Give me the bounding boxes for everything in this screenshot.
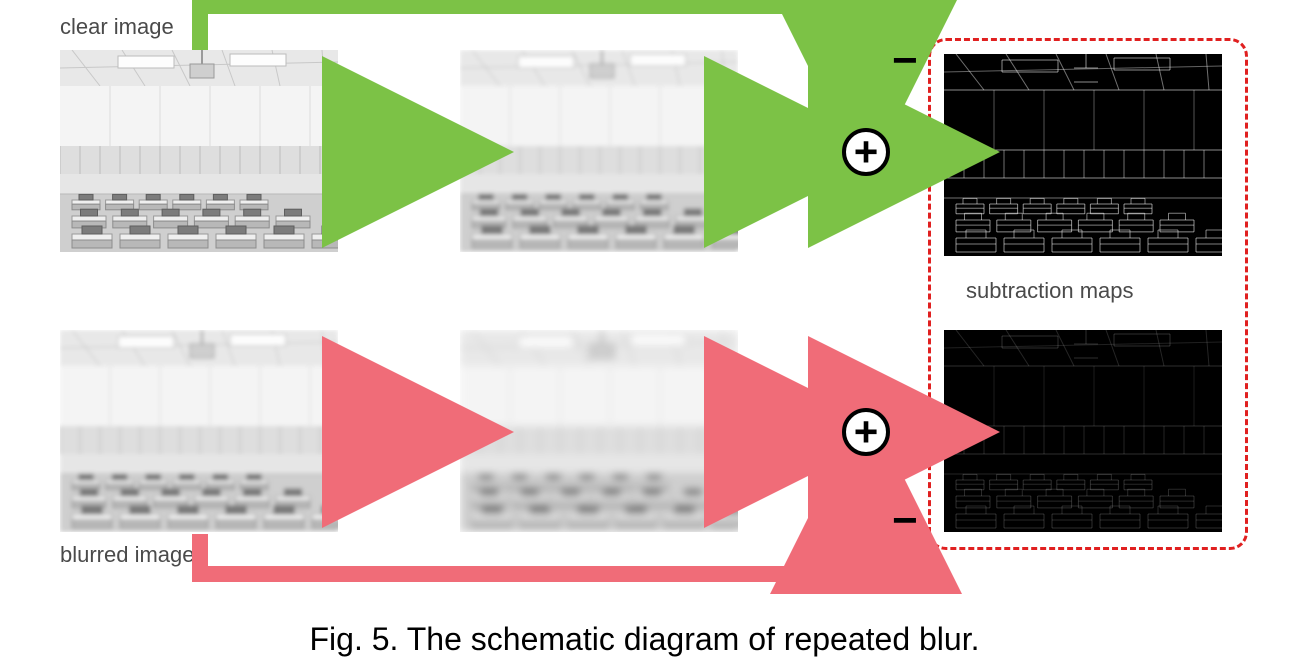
label-blurred-image: blurred image bbox=[60, 542, 195, 568]
image-subtraction-bottom bbox=[944, 330, 1222, 532]
image-blurred-twice bbox=[460, 330, 738, 532]
plus-operator-bottom: + bbox=[842, 408, 890, 456]
label-blur-bottom: blur bbox=[388, 390, 431, 421]
image-blurred-once-top bbox=[460, 50, 738, 252]
diagram-canvas: clear image blurred image subtraction ma… bbox=[0, 0, 1289, 670]
minus-sign-top: − bbox=[892, 36, 918, 86]
image-blurred bbox=[60, 330, 338, 532]
figure-caption: Fig. 5. The schematic diagram of repeate… bbox=[0, 621, 1289, 658]
label-blur-top: blur bbox=[388, 110, 431, 141]
image-clear bbox=[60, 50, 338, 252]
image-subtraction-top bbox=[944, 54, 1222, 256]
label-clear-image: clear image bbox=[60, 14, 174, 40]
label-subtraction-maps: subtraction maps bbox=[966, 278, 1134, 304]
plus-operator-top: + bbox=[842, 128, 890, 176]
minus-sign-bottom: − bbox=[892, 496, 918, 546]
